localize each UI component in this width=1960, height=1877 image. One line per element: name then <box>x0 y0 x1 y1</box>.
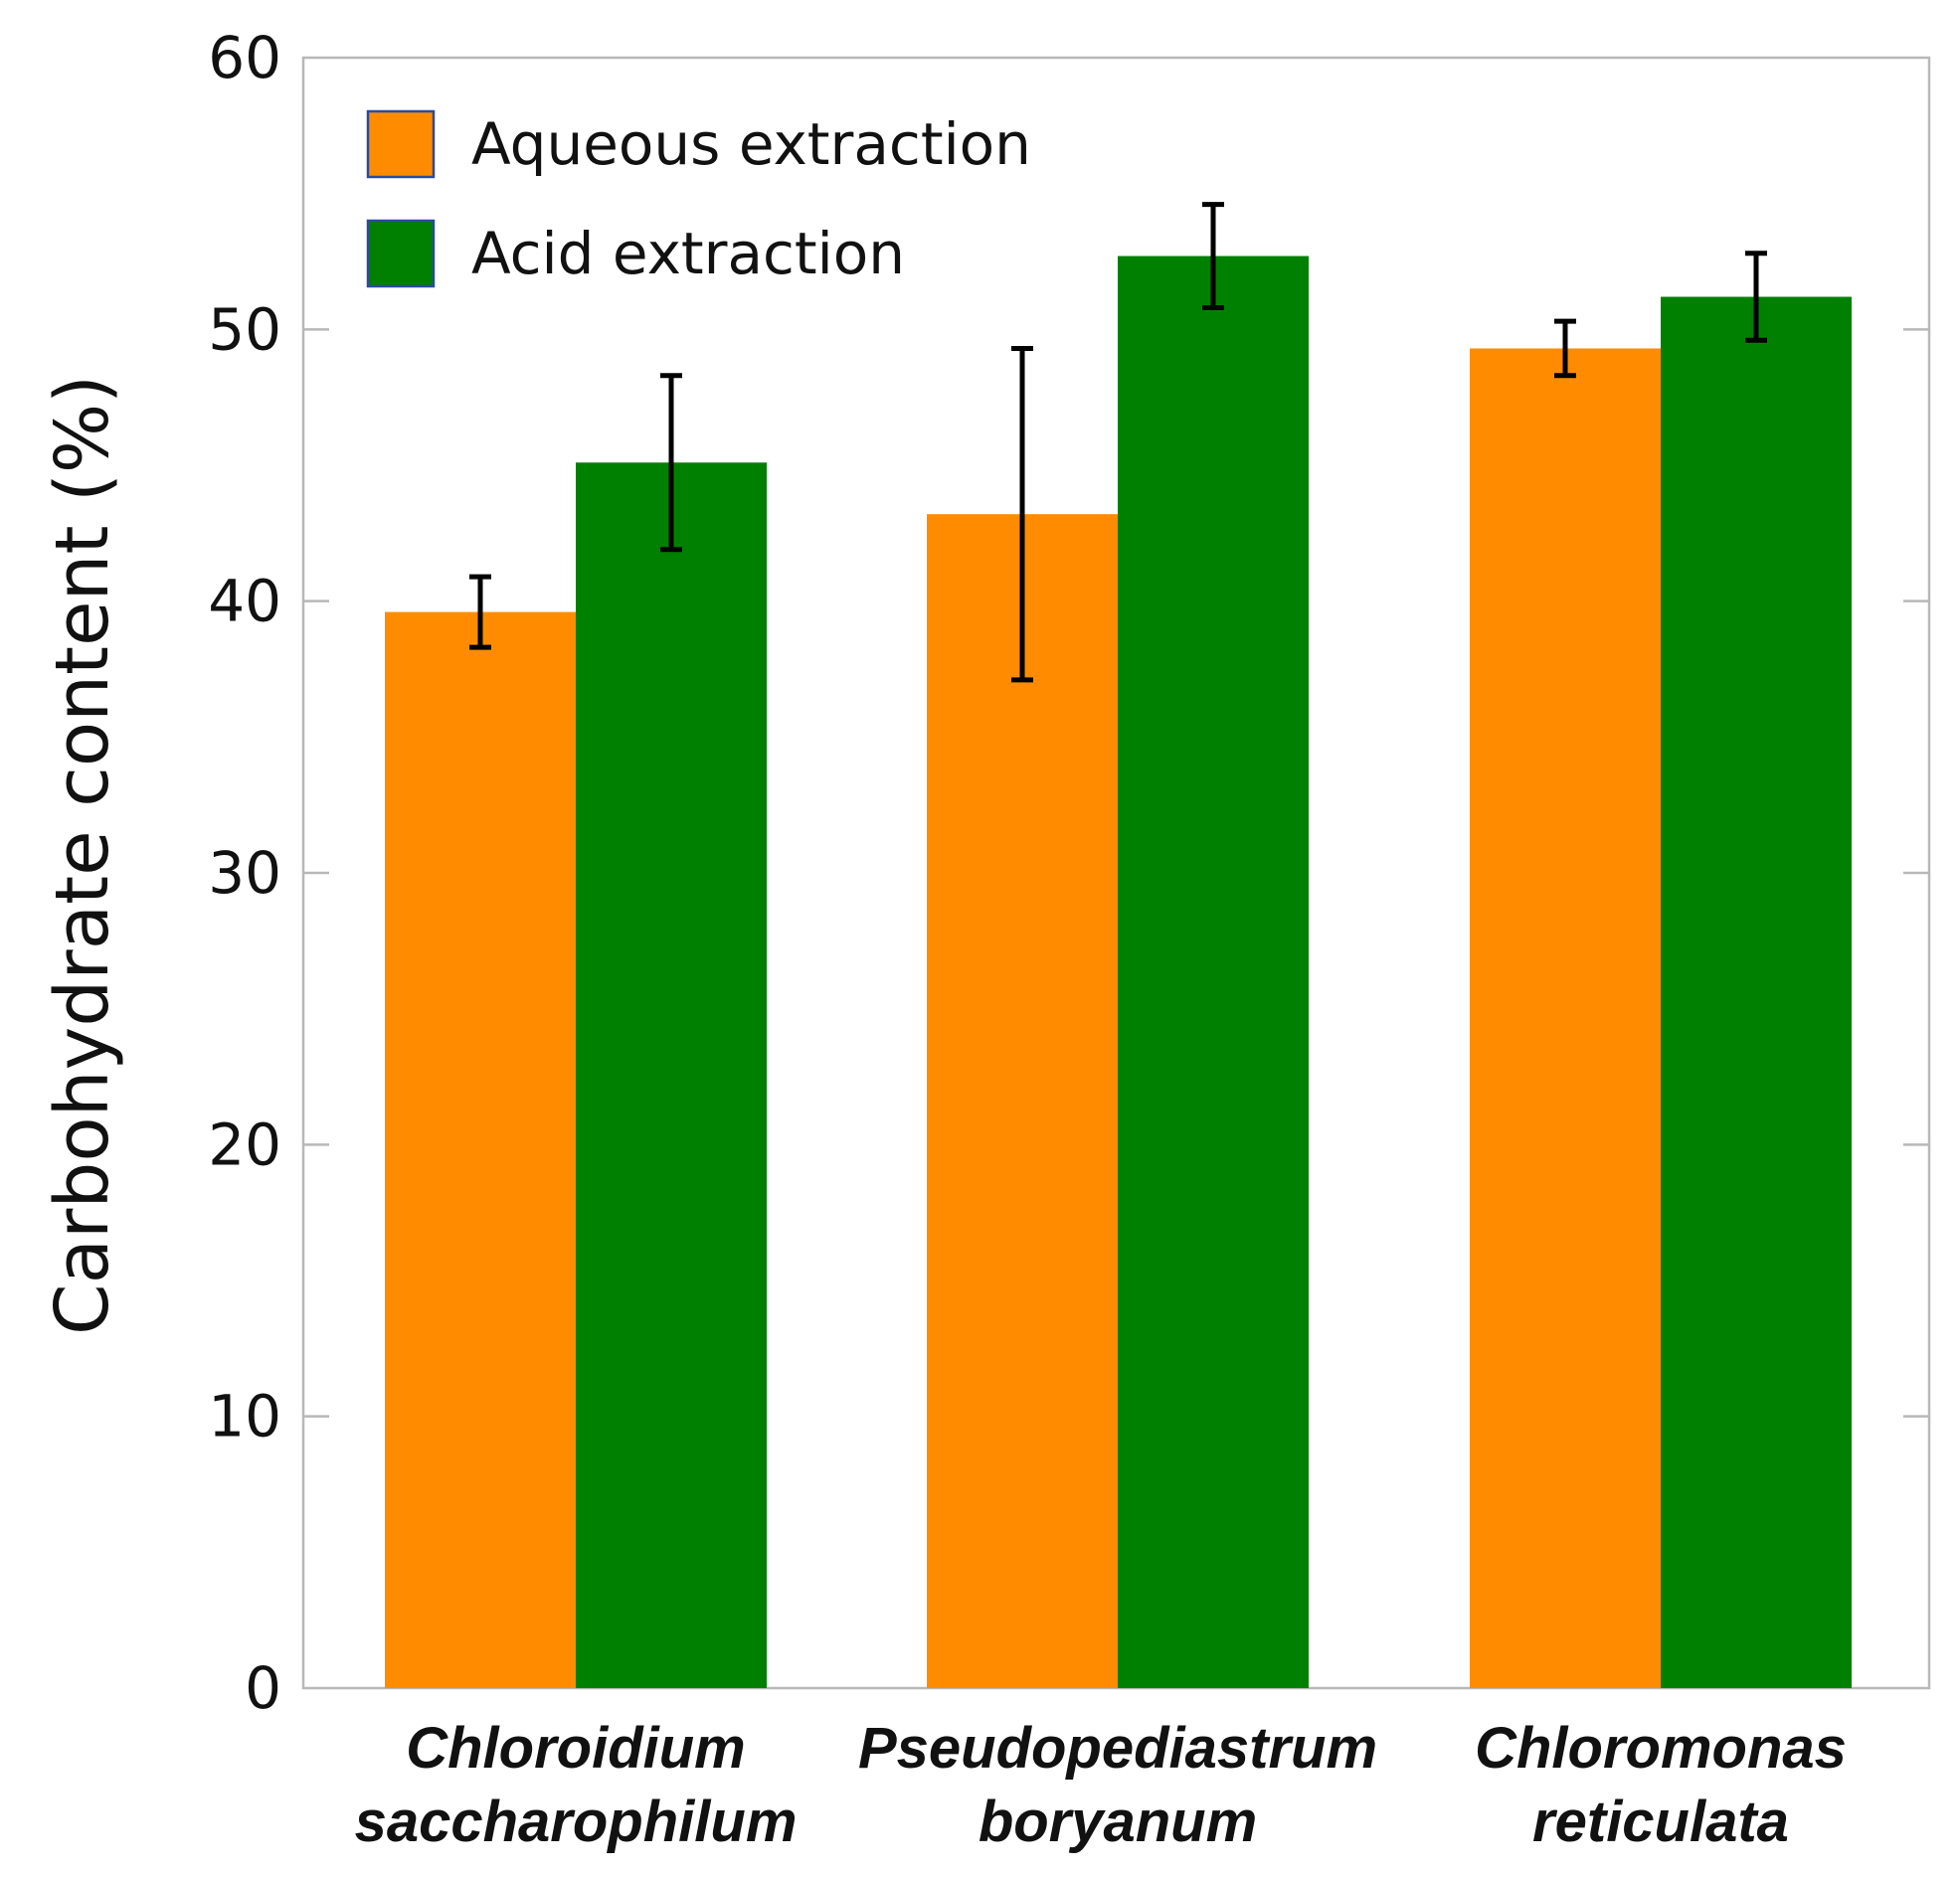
y-tick-label: 30 <box>208 839 281 907</box>
legend-swatch <box>366 109 436 179</box>
x-axis-labels: Chloroidium saccharophilum Pseudopediastru… <box>355 1716 1847 1854</box>
bar-acid <box>1661 296 1852 1688</box>
x-category-label: reticulata <box>1532 1790 1789 1854</box>
legend-label: Acid extraction <box>471 220 905 287</box>
legend-label: Aqueous extraction <box>471 110 1031 178</box>
y-tick-label: 60 <box>208 24 281 91</box>
y-tick-label: 20 <box>208 1110 281 1178</box>
y-axis: 0 10 20 30 40 50 60 <box>208 24 1929 1722</box>
bar-aqueous <box>385 611 576 1688</box>
legend: Aqueous extraction Acid extraction <box>366 109 1031 288</box>
bar-acid <box>576 462 767 1689</box>
legend-swatch <box>366 219 436 288</box>
error-bars-group <box>469 202 1767 683</box>
x-category-label: Chloroidium <box>406 1716 746 1781</box>
y-tick-label: 0 <box>245 1654 281 1722</box>
x-category-label: Chloromonas <box>1475 1716 1847 1781</box>
x-category-label: Pseudopediastrum <box>858 1716 1377 1781</box>
x-category-label: boryanum <box>979 1790 1257 1854</box>
x-category-label: saccharophilum <box>355 1790 798 1854</box>
y-tick-label: 10 <box>208 1383 281 1450</box>
bars-group <box>385 256 1852 1689</box>
bar-acid <box>1118 256 1309 1688</box>
bar-aqueous <box>1470 348 1661 1688</box>
y-tick-label: 50 <box>208 295 281 363</box>
bar-aqueous <box>927 514 1118 1689</box>
y-tick-label: 40 <box>208 568 281 635</box>
y-axis-label: Carbohydrate content (%) <box>40 375 125 1335</box>
